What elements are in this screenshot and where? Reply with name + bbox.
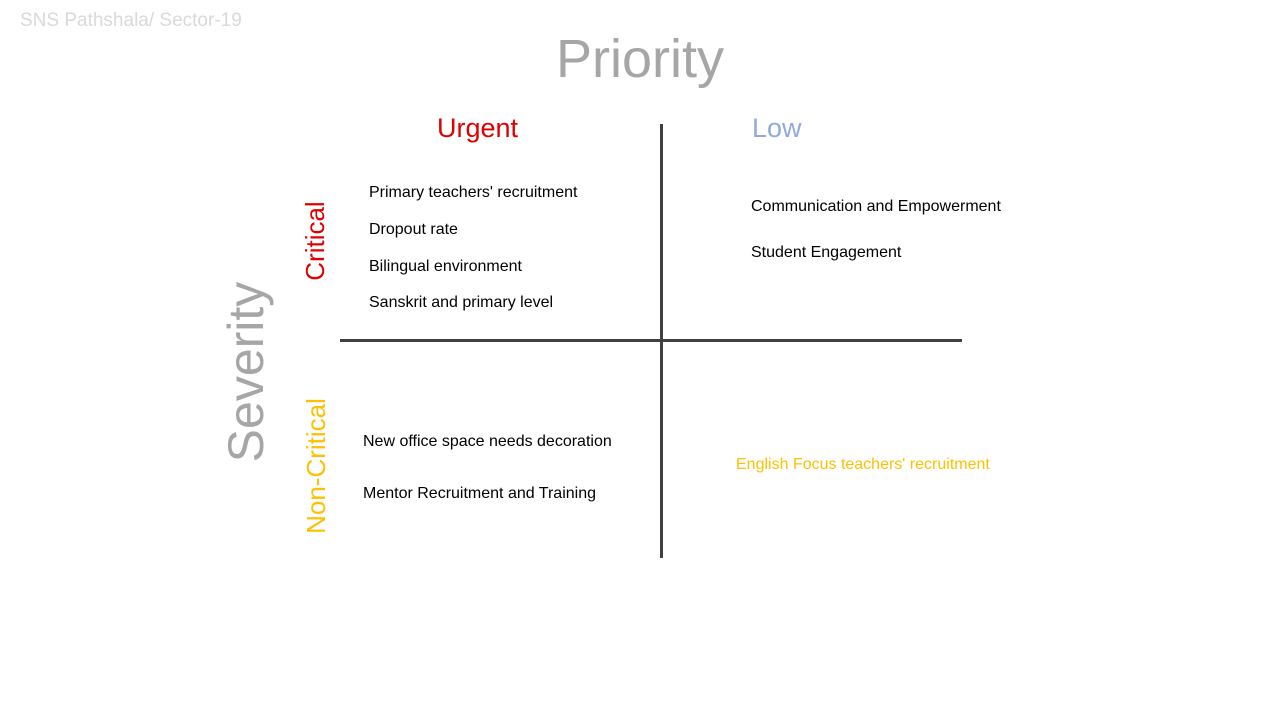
row-header-critical: Critical (300, 201, 330, 281)
y-axis-label: Severity (218, 281, 274, 463)
quadrant-item-noncritical-urgent: Mentor Recruitment and Training (363, 485, 596, 502)
quadrant-item-critical-low: Communication and Empowerment (751, 198, 1001, 215)
quadrant-item-critical-urgent: Dropout rate (369, 221, 458, 238)
quadrant-item-noncritical-urgent: New office space needs decoration (363, 433, 612, 450)
diagram-title: Priority (555, 29, 724, 89)
column-header-urgent: Urgent (437, 113, 519, 143)
horizontal-divider (340, 339, 962, 342)
quadrant-item-critical-urgent: Sanskrit and primary level (369, 294, 554, 311)
quadrant-item-critical-urgent: Primary teachers' recruitment (369, 184, 578, 201)
org-label: SNS Pathshala/ Sector-19 (20, 10, 242, 31)
row-header-non-critical: Non-Critical (301, 398, 331, 534)
quadrant-item-noncritical-low: English Focus teachers' recruitment (736, 456, 990, 473)
quadrant-item-critical-low: Student Engagement (751, 244, 902, 261)
quadrant-item-critical-urgent: Bilingual environment (369, 258, 522, 275)
column-header-low: Low (752, 113, 802, 143)
